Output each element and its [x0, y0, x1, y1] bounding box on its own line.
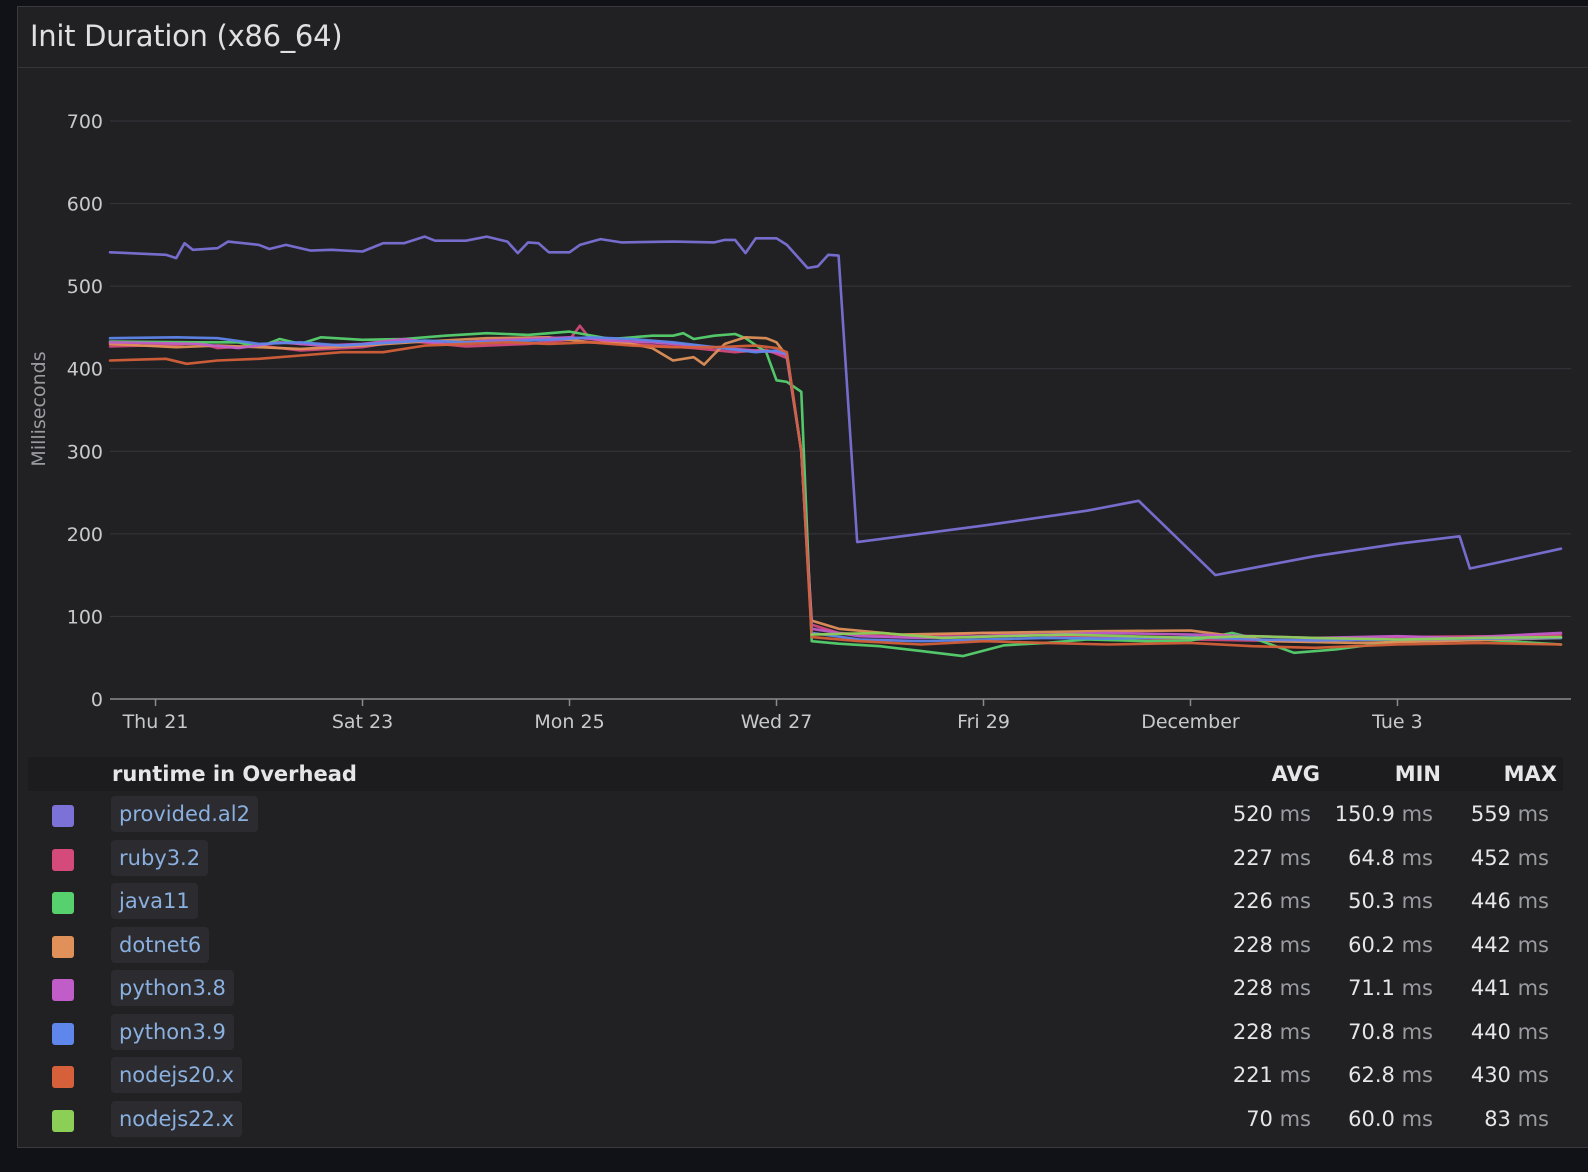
legend-series-name[interactable]: ruby3.2: [111, 839, 209, 876]
legend-row[interactable]: provided.al2 520 ms 150.9 ms 559 ms: [18, 792, 1588, 835]
legend-max-value: 440 ms: [1470, 1019, 1549, 1044]
series-line-ruby3-2[interactable]: [108, 324, 1563, 643]
legend-series-name[interactable]: java11: [111, 883, 198, 919]
legend-row[interactable]: java11 226 ms 50.3 ms 446 ms: [18, 879, 1588, 922]
x-tick-label: Thu 21: [122, 711, 189, 733]
legend-series-name[interactable]: python3.9: [111, 1013, 234, 1050]
legend-max-value: 559 ms: [1470, 802, 1549, 826]
legend-swatch[interactable]: [52, 1066, 74, 1088]
legend-header-avg[interactable]: AVG: [1271, 762, 1320, 786]
legend-min-value: 62.8 ms: [1348, 1063, 1433, 1087]
x-tick-label: Fri 29: [957, 711, 1010, 733]
y-tick-label: 0: [91, 689, 103, 711]
panel-title[interactable]: Init Duration (x86_64): [30, 19, 343, 53]
legend-header-min[interactable]: MIN: [1394, 762, 1441, 786]
legend-max-value: 83 ms: [1484, 1106, 1549, 1131]
grid: [110, 120, 1571, 700]
chart-panel: Init Duration (x86_64) 0 100 200 300 400 500 6…: [17, 6, 1588, 1148]
legend-series-name[interactable]: nodejs20.x: [111, 1057, 243, 1093]
legend-avg-value: 221 ms: [1232, 1063, 1311, 1087]
legend-avg-value: 70 ms: [1246, 1106, 1311, 1131]
legend-swatch[interactable]: [52, 935, 74, 958]
legend-min-value: 64.8 ms: [1348, 845, 1433, 870]
legend-avg-value: 227 ms: [1232, 845, 1311, 870]
legend-row[interactable]: ruby3.2 227 ms 64.8 ms 452 ms: [18, 836, 1588, 879]
legend-min-value: 150.9 ms: [1334, 802, 1433, 826]
x-tick-label: December: [1141, 711, 1240, 733]
y-tick-label: 400: [67, 359, 103, 381]
x-tick-label: Wed 27: [741, 711, 813, 733]
legend-swatch[interactable]: [52, 979, 74, 1001]
legend-header-name[interactable]: runtime in Overhead: [112, 762, 357, 786]
series-line-dotnet6[interactable]: [108, 336, 1563, 645]
legend-avg-value: 226 ms: [1232, 889, 1311, 913]
series-line-nodejs22-x[interactable]: [810, 631, 1563, 641]
series-line-nodejs20-x[interactable]: [108, 341, 1563, 650]
legend-avg-value: 228 ms: [1232, 932, 1311, 957]
legend-avg-value: 520 ms: [1232, 802, 1311, 826]
legend-swatch[interactable]: [52, 848, 74, 871]
series-line-python3-9[interactable]: [108, 336, 1563, 643]
legend-swatch[interactable]: [52, 1022, 74, 1045]
line-chart[interactable]: 0 100 200 300 400 500 600 700 Thu 21 Sat 23 Mon 2…: [18, 7, 1588, 747]
legend-max-value: 442 ms: [1470, 932, 1549, 957]
legend-series-name[interactable]: nodejs22.x: [111, 1100, 243, 1137]
series-line-provided-al2[interactable]: [108, 235, 1563, 577]
series-line-java11[interactable]: [108, 330, 1563, 658]
x-axis: Thu 21 Sat 23 Mon 25 Wed 27 Fri 29 December Tu…: [122, 699, 1423, 733]
y-tick-label: 500: [67, 276, 103, 298]
y-tick-label: 200: [67, 524, 103, 546]
x-tick-label: Sat 23: [332, 711, 393, 733]
series-line-python3-8[interactable]: [108, 336, 1563, 640]
legend-swatch[interactable]: [52, 892, 74, 914]
legend-max-value: 446 ms: [1470, 889, 1549, 913]
legend-header: runtime in Overhead AVG MIN MAX: [28, 757, 1563, 791]
legend-max-value: 441 ms: [1470, 976, 1549, 1000]
y-tick-label: 700: [67, 111, 103, 133]
legend-row[interactable]: nodejs22.x 70 ms 60.0 ms 83 ms: [18, 1097, 1588, 1140]
legend-min-value: 50.3 ms: [1348, 889, 1433, 913]
legend-series-name[interactable]: python3.8: [111, 970, 234, 1006]
legend-swatch[interactable]: [52, 1109, 74, 1132]
x-tick-label: Tue 3: [1371, 711, 1423, 733]
legend-row[interactable]: python3.8 228 ms 71.1 ms 441 ms: [18, 966, 1588, 1009]
y-axis: 0 100 200 300 400 500 600 700: [67, 111, 103, 711]
legend-swatch[interactable]: [52, 805, 74, 827]
y-axis-label: Milliseconds: [28, 351, 50, 466]
legend-min-value: 70.8 ms: [1348, 1019, 1433, 1044]
legend-series-name[interactable]: dotnet6: [111, 926, 210, 963]
legend-min-value: 71.1 ms: [1348, 976, 1433, 1000]
legend-row[interactable]: nodejs20.x 221 ms 62.8 ms 430 ms: [18, 1053, 1588, 1096]
legend-avg-value: 228 ms: [1232, 976, 1311, 1000]
legend-max-value: 430 ms: [1470, 1063, 1549, 1087]
series-lines: [108, 235, 1563, 658]
legend-series-name[interactable]: provided.al2: [111, 796, 258, 832]
legend-row[interactable]: dotnet6 228 ms 60.2 ms 442 ms: [18, 923, 1588, 966]
y-tick-label: 600: [67, 194, 103, 216]
y-tick-label: 300: [67, 441, 103, 463]
legend-row[interactable]: python3.9 228 ms 70.8 ms 440 ms: [18, 1010, 1588, 1053]
y-tick-label: 100: [67, 606, 103, 628]
x-tick-label: Mon 25: [534, 711, 604, 733]
legend-min-value: 60.0 ms: [1348, 1106, 1433, 1131]
title-divider: [18, 67, 1588, 68]
legend-max-value: 452 ms: [1470, 845, 1549, 870]
legend-avg-value: 228 ms: [1232, 1019, 1311, 1044]
legend-min-value: 60.2 ms: [1348, 932, 1433, 957]
legend-header-max[interactable]: MAX: [1503, 762, 1557, 786]
